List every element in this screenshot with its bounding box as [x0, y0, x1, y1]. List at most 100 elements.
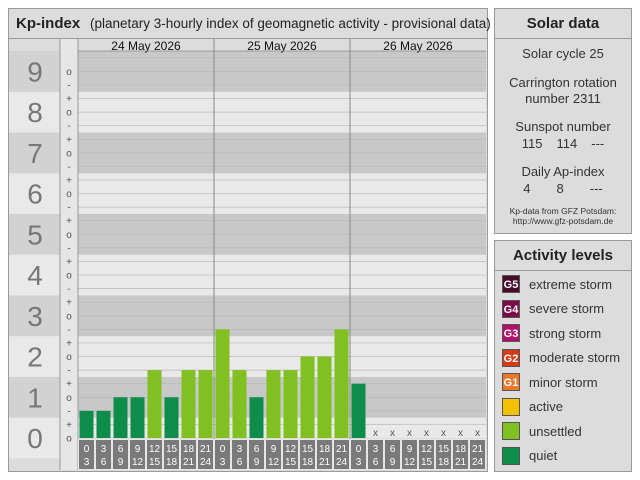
interval-start-label: 6	[254, 444, 260, 455]
minor-tick-label: -	[67, 243, 70, 254]
y-label-band	[9, 91, 60, 133]
minor-tick-label: o	[66, 148, 72, 159]
interval-end-label: 21	[319, 457, 331, 468]
kp-chart: 24 May 2026 25 May 2026 26 May 20260123456…	[9, 39, 486, 470]
interval-start-label: 12	[149, 444, 161, 455]
interval-cell	[368, 440, 383, 469]
activity-levels-title: Activity levels	[495, 241, 631, 271]
level-row: quiet	[502, 446, 557, 466]
interval-cell	[130, 440, 145, 469]
interval-strip	[78, 439, 486, 470]
ap-label: Daily Ap-index	[521, 164, 605, 179]
plot-band	[78, 417, 486, 438]
kp-bar	[266, 370, 281, 438]
interval-start-label: 12	[285, 444, 297, 455]
sunspot-values: 115 114 ---	[495, 136, 631, 152]
solar-cycle: Solar cycle 25	[522, 46, 604, 61]
minor-tick-label: +	[66, 135, 72, 146]
interval-end-label: 9	[390, 457, 396, 468]
interval-end-label: 15	[149, 457, 161, 468]
level-swatch: G5	[502, 275, 520, 293]
level-label: active	[529, 399, 563, 414]
interval-end-label: 21	[183, 457, 195, 468]
level-row: active	[502, 397, 563, 417]
y-tick-label: 1	[27, 382, 43, 413]
level-row: G3 strong storm	[502, 323, 601, 343]
interval-start-label: 3	[237, 444, 243, 455]
interval-start-label: 21	[336, 444, 348, 455]
sunspot-label: Sunspot number	[515, 119, 611, 134]
interval-start-label: 15	[302, 444, 314, 455]
y-tick-label: 0	[27, 423, 43, 454]
interval-cell	[249, 440, 264, 469]
level-swatch: G4	[502, 299, 520, 318]
ap-value: 8	[556, 181, 564, 196]
kp-header: Kp-index (planetary 3-hourly index of ge…	[9, 9, 491, 39]
level-row: unsettled	[502, 421, 582, 441]
interval-end-label: 24	[472, 457, 484, 468]
kp-bar	[300, 356, 315, 438]
sunspot-value: ---	[591, 136, 605, 151]
minor-tick-label: +	[66, 216, 72, 227]
interval-end-label: 21	[455, 457, 467, 468]
level-label: unsettled	[529, 423, 582, 439]
interval-start-label: 18	[319, 444, 331, 455]
level-row: G1 minor storm	[502, 372, 598, 392]
kp-bar	[147, 370, 162, 438]
interval-start-label: 9	[407, 444, 413, 455]
activity-levels-panel: Activity levels G5 extreme storm G4 severe …	[494, 240, 632, 472]
missing-marker: x	[475, 428, 480, 439]
interval-cell	[402, 440, 417, 469]
y-label-band	[9, 376, 60, 418]
y-label-band	[9, 213, 60, 255]
interval-end-label: 3	[356, 457, 362, 468]
kp-index-panel: 24 May 2026 25 May 2026 26 May 2026 0 1 2 3 4 5 6…	[8, 8, 491, 472]
interval-start-label: 0	[356, 444, 362, 455]
carrington-number: number 2311	[525, 91, 601, 106]
y-tick-label: 2	[27, 342, 43, 373]
level-label: severe storm	[529, 301, 605, 316]
y-label-band	[9, 336, 60, 377]
interval-cell	[300, 440, 315, 469]
y-label-band	[9, 51, 60, 92]
kp-bar	[113, 397, 128, 438]
kp-bar	[334, 329, 349, 438]
interval-start-label: 9	[135, 444, 141, 455]
interval-end-label: 24	[200, 457, 212, 468]
interval-start-label: 6	[390, 444, 396, 455]
interval-cell	[436, 440, 451, 469]
level-label: moderate storm	[529, 350, 621, 365]
level-swatch: G2	[502, 348, 520, 367]
missing-marker: x	[441, 428, 446, 439]
interval-end-label: 6	[101, 457, 107, 468]
interval-start-label: 6	[118, 444, 124, 455]
minor-gutter	[60, 39, 78, 470]
source-line: Kp-data from GFZ Potsdam:	[509, 206, 617, 216]
sunspot-value: 114	[556, 136, 578, 151]
interval-start-label: 21	[200, 444, 212, 455]
minor-tick-label: o	[66, 189, 72, 200]
level-swatch	[502, 422, 520, 440]
interval-end-label: 18	[438, 457, 450, 468]
solar-data-panel: Solar data Solar cycle 25 Carrington rot…	[494, 8, 632, 234]
day-label: 24 May 2026	[111, 39, 181, 53]
minor-tick-label: -	[67, 284, 70, 295]
minor-tick-label: -	[67, 203, 70, 214]
level-row: G4 severe storm	[502, 299, 604, 319]
kp-bar	[232, 370, 247, 438]
kp-bar	[164, 397, 179, 438]
ap-values: 4 8 ---	[495, 181, 631, 197]
interval-end-label: 3	[220, 457, 226, 468]
kp-bar	[130, 397, 145, 438]
kp-bar	[283, 370, 298, 438]
interval-cell	[79, 440, 94, 469]
kp-bar	[317, 356, 332, 438]
y-tick-label: 5	[27, 219, 43, 250]
minor-tick-label: o	[66, 393, 72, 404]
interval-start-label: 3	[101, 444, 107, 455]
kp-bar	[351, 383, 366, 438]
y-label-band	[9, 295, 60, 337]
interval-end-label: 15	[421, 457, 433, 468]
interval-end-label: 15	[285, 457, 297, 468]
kp-bar	[181, 370, 196, 438]
